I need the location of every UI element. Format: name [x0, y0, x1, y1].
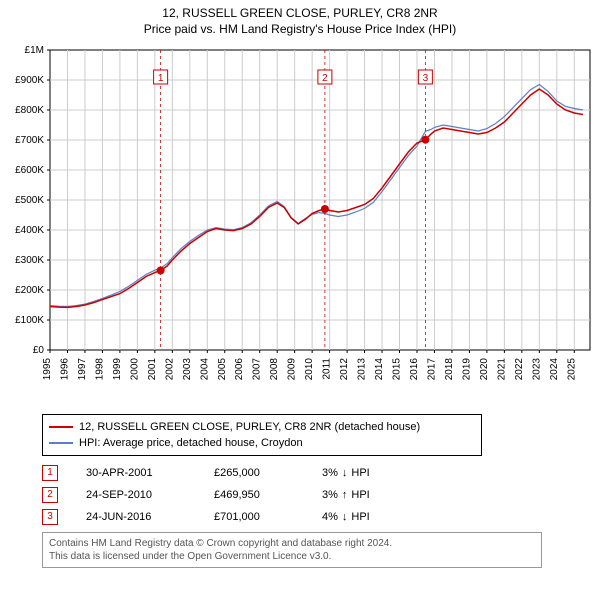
- svg-text:2015: 2015: [392, 358, 403, 381]
- svg-text:2022: 2022: [514, 358, 525, 381]
- svg-text:2005: 2005: [217, 358, 228, 381]
- transaction-diff: 4%↓HPI: [322, 506, 370, 528]
- diff-label: HPI: [351, 484, 369, 506]
- svg-text:2020: 2020: [479, 358, 490, 381]
- transaction-price: £469,950: [214, 484, 294, 506]
- legend-label: 12, RUSSELL GREEN CLOSE, PURLEY, CR8 2NR…: [79, 419, 420, 435]
- line-chart-svg: £0 £100K £200K £300K £400K £500K £600K £700K £80…: [0, 40, 600, 410]
- chart-title: 12, RUSSELL GREEN CLOSE, PURLEY, CR8 2NR: [0, 6, 600, 20]
- legend-swatch: [49, 426, 73, 428]
- svg-text:£800K: £800K: [15, 105, 44, 116]
- transaction-price: £701,000: [214, 506, 294, 528]
- svg-text:2019: 2019: [461, 358, 472, 381]
- svg-text:2014: 2014: [374, 358, 385, 381]
- chart-subtitle: Price paid vs. HM Land Registry's House …: [0, 22, 600, 36]
- chart-plot-area: £0 £100K £200K £300K £400K £500K £600K £700K £80…: [0, 40, 600, 410]
- svg-text:1999: 1999: [112, 358, 123, 381]
- svg-text:1995: 1995: [42, 358, 53, 381]
- legend-item: HPI: Average price, detached house, Croy…: [49, 435, 475, 451]
- arrow-up-icon: ↑: [342, 484, 348, 506]
- svg-text:2003: 2003: [182, 358, 193, 381]
- svg-text:2000: 2000: [129, 358, 140, 381]
- diff-label: HPI: [351, 462, 369, 484]
- transaction-marker: 1: [42, 465, 58, 481]
- title-block: 12, RUSSELL GREEN CLOSE, PURLEY, CR8 2NR…: [0, 0, 600, 40]
- diff-percent: 4%: [322, 506, 338, 528]
- chart-container: 12, RUSSELL GREEN CLOSE, PURLEY, CR8 2NR…: [0, 0, 600, 568]
- svg-text:£300K: £300K: [15, 255, 44, 266]
- svg-text:3: 3: [423, 73, 429, 84]
- svg-text:1: 1: [158, 73, 164, 84]
- legend-swatch: [49, 442, 73, 444]
- svg-text:2018: 2018: [444, 358, 455, 381]
- attribution-footer: Contains HM Land Registry data © Crown c…: [42, 532, 542, 568]
- svg-text:2002: 2002: [164, 358, 175, 381]
- diff-percent: 3%: [322, 462, 338, 484]
- svg-text:2: 2: [322, 73, 328, 84]
- svg-text:2001: 2001: [147, 358, 158, 381]
- svg-text:2011: 2011: [322, 358, 333, 380]
- legend-item: 12, RUSSELL GREEN CLOSE, PURLEY, CR8 2NR…: [49, 419, 475, 435]
- transaction-marker: 3: [42, 509, 58, 525]
- svg-text:£100K: £100K: [15, 315, 44, 326]
- svg-text:1997: 1997: [77, 358, 88, 381]
- svg-text:2025: 2025: [566, 358, 577, 381]
- transaction-row: 2 24-SEP-2010 £469,950 3%↑HPI: [42, 484, 588, 506]
- footer-line-1: Contains HM Land Registry data © Crown c…: [49, 537, 535, 550]
- transaction-date: 24-JUN-2016: [86, 506, 186, 528]
- footer-line-2: This data is licensed under the Open Gov…: [49, 550, 535, 563]
- legend-label: HPI: Average price, detached house, Croy…: [79, 435, 303, 451]
- svg-text:2004: 2004: [199, 358, 210, 381]
- transaction-date: 24-SEP-2010: [86, 484, 186, 506]
- svg-text:1996: 1996: [59, 358, 70, 381]
- svg-text:£1M: £1M: [25, 45, 44, 56]
- svg-text:2024: 2024: [549, 358, 560, 381]
- svg-text:2010: 2010: [304, 358, 315, 381]
- svg-text:2013: 2013: [357, 358, 368, 381]
- svg-text:2012: 2012: [339, 358, 350, 381]
- legend-box: 12, RUSSELL GREEN CLOSE, PURLEY, CR8 2NR…: [42, 414, 482, 456]
- svg-text:£500K: £500K: [15, 195, 44, 206]
- transaction-date: 30-APR-2001: [86, 462, 186, 484]
- svg-text:2007: 2007: [252, 358, 263, 381]
- svg-text:2021: 2021: [496, 358, 507, 381]
- diff-label: HPI: [351, 506, 369, 528]
- svg-text:£700K: £700K: [15, 135, 44, 146]
- arrow-down-icon: ↓: [342, 506, 348, 528]
- svg-text:2008: 2008: [269, 358, 280, 381]
- svg-text:2009: 2009: [287, 358, 298, 381]
- transaction-marker: 2: [42, 487, 58, 503]
- svg-text:£200K: £200K: [15, 285, 44, 296]
- svg-text:£0: £0: [33, 345, 45, 356]
- svg-text:2023: 2023: [531, 358, 542, 381]
- transaction-diff: 3%↓HPI: [322, 462, 370, 484]
- svg-text:£900K: £900K: [15, 75, 44, 86]
- transaction-price: £265,000: [214, 462, 294, 484]
- svg-text:1998: 1998: [94, 358, 105, 381]
- transaction-diff: 3%↑HPI: [322, 484, 370, 506]
- diff-percent: 3%: [322, 484, 338, 506]
- transaction-row: 1 30-APR-2001 £265,000 3%↓HPI: [42, 462, 588, 484]
- transaction-row: 3 24-JUN-2016 £701,000 4%↓HPI: [42, 506, 588, 528]
- svg-text:£400K: £400K: [15, 225, 44, 236]
- arrow-down-icon: ↓: [342, 462, 348, 484]
- svg-text:2017: 2017: [426, 358, 437, 381]
- svg-text:£600K: £600K: [15, 165, 44, 176]
- svg-text:2016: 2016: [409, 358, 420, 381]
- svg-text:2006: 2006: [234, 358, 245, 381]
- transactions-table: 130-APR-2001£265,0003%↓HPI224-SEP-2010£4…: [42, 462, 588, 528]
